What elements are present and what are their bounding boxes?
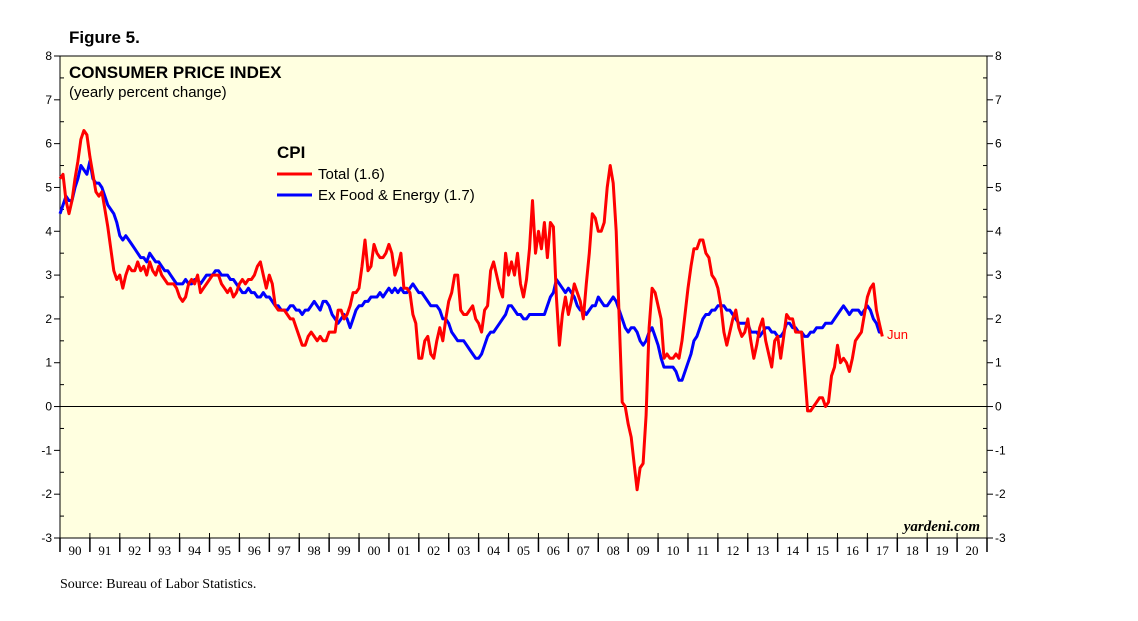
x-tick-label: 08 [607,543,620,558]
x-tick-label: 98 [308,543,321,558]
y-tick-label-left: 8 [45,49,52,63]
end-annotation: Jun [887,327,908,342]
x-tick-label: 96 [248,543,262,558]
x-tick-label: 05 [517,543,530,558]
y-tick-label-left: 4 [45,224,52,238]
x-tick-label: 03 [457,543,470,558]
watermark: yardeni.com [902,519,980,535]
x-tick-label: 11 [697,543,710,558]
x-tick-label: 19 [936,543,949,558]
y-tick-label-left: 3 [45,268,52,282]
y-tick-label-right: 4 [995,224,1002,238]
y-tick-label-right: 5 [995,180,1002,194]
y-tick-label-right: 7 [995,93,1002,107]
y-tick-label-right: 1 [995,356,1002,370]
cpi-chart: -3 -3-2 -2-1 -10 01 12 23 34 45 56 67 78 890 91 92 93 94… [41,49,1006,558]
y-tick-label-left: -1 [41,443,52,457]
legend-title: CPI [277,143,305,162]
x-tick-label: 16 [846,543,860,558]
legend: CPI Total (1.6) Ex Food & Energy (1.7) [277,143,475,204]
legend-label-core: Ex Food & Energy (1.7) [318,187,475,204]
y-tick-label-left: 5 [45,180,52,194]
x-tick-label: 14 [786,543,800,558]
y-tick-label-left: 0 [45,400,52,414]
x-tick-label: 00 [367,543,380,558]
y-tick-label-left: 7 [45,93,52,107]
chart-subtitle: (yearly percent change) [69,84,227,101]
y-tick-label-right: -3 [995,531,1006,545]
x-tick-label: 90 [68,543,81,558]
y-tick-label-left: 6 [45,137,52,151]
y-tick-label-right: 3 [995,268,1002,282]
x-tick-label: 12 [726,543,739,558]
x-tick-label: 18 [906,543,919,558]
x-tick-label: 06 [547,543,561,558]
y-tick-label-right: 8 [995,49,1002,63]
y-tick-label-right: -2 [995,487,1006,501]
y-tick-label-right: 0 [995,400,1002,414]
chart-title: CONSUMER PRICE INDEX [69,63,282,82]
x-tick-label: 15 [816,543,829,558]
y-tick-label-right: 6 [995,137,1002,151]
source-note: Source: Bureau of Labor Statistics. [60,577,257,592]
axes: -3 -3-2 -2-1 -10 01 12 23 34 45 56 67 78 890 91 92 93 94… [41,49,1006,558]
y-tick-label-left: 2 [45,312,52,326]
x-tick-label: 91 [98,543,111,558]
figure-label: Figure 5. [69,28,140,47]
x-tick-label: 13 [756,543,769,558]
series-lines [58,129,884,492]
x-tick-label: 92 [128,543,141,558]
x-tick-label: 20 [966,543,979,558]
x-tick-label: 95 [218,543,231,558]
x-tick-label: 99 [338,543,351,558]
x-tick-label: 10 [667,543,680,558]
y-tick-label-right: 2 [995,312,1002,326]
x-tick-label: 97 [278,543,292,558]
x-tick-label: 01 [397,543,410,558]
y-tick-label-left: -3 [41,531,52,545]
series-line-total [58,129,884,492]
x-tick-label: 04 [487,543,501,558]
x-tick-label: 07 [577,543,591,558]
x-tick-label: 94 [188,543,202,558]
legend-label-total: Total (1.6) [318,166,385,183]
x-tick-label: 93 [158,543,171,558]
x-tick-label: 09 [637,543,650,558]
y-tick-label-left: 1 [45,356,52,370]
y-tick-label-left: -2 [41,487,52,501]
x-tick-label: 02 [427,543,440,558]
y-tick-label-right: -1 [995,443,1006,457]
x-tick-label: 17 [876,543,890,558]
